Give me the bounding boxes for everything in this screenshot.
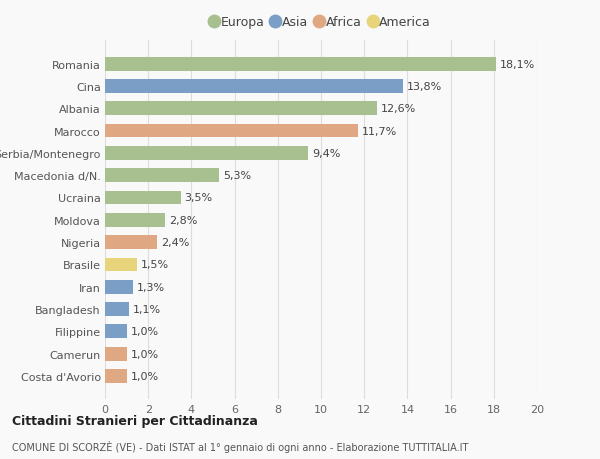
Bar bbox=[105, 80, 403, 94]
Bar bbox=[105, 169, 220, 183]
Text: Cittadini Stranieri per Cittadinanza: Cittadini Stranieri per Cittadinanza bbox=[12, 414, 258, 428]
Text: 11,7%: 11,7% bbox=[362, 126, 397, 136]
Text: 1,0%: 1,0% bbox=[130, 349, 158, 359]
Bar bbox=[105, 280, 133, 294]
Bar bbox=[105, 213, 166, 227]
Text: 3,5%: 3,5% bbox=[184, 193, 212, 203]
Bar bbox=[105, 302, 129, 316]
Legend: Europa, Asia, Africa, America: Europa, Asia, Africa, America bbox=[208, 13, 434, 32]
Text: COMUNE DI SCORZÈ (VE) - Dati ISTAT al 1° gennaio di ogni anno - Elaborazione TUT: COMUNE DI SCORZÈ (VE) - Dati ISTAT al 1°… bbox=[12, 440, 469, 452]
Text: 1,0%: 1,0% bbox=[130, 327, 158, 336]
Bar bbox=[105, 369, 127, 383]
Text: 12,6%: 12,6% bbox=[381, 104, 416, 114]
Bar bbox=[105, 124, 358, 138]
Bar bbox=[105, 235, 157, 250]
Bar bbox=[105, 102, 377, 116]
Text: 2,4%: 2,4% bbox=[161, 238, 189, 247]
Bar bbox=[105, 191, 181, 205]
Bar bbox=[105, 57, 496, 72]
Text: 18,1%: 18,1% bbox=[500, 60, 535, 69]
Bar bbox=[105, 258, 137, 272]
Text: 1,5%: 1,5% bbox=[141, 260, 169, 270]
Text: 9,4%: 9,4% bbox=[312, 149, 340, 158]
Bar bbox=[105, 325, 127, 339]
Bar bbox=[105, 146, 308, 161]
Text: 5,3%: 5,3% bbox=[223, 171, 251, 181]
Text: 2,8%: 2,8% bbox=[169, 215, 198, 225]
Text: 1,3%: 1,3% bbox=[137, 282, 165, 292]
Text: 1,0%: 1,0% bbox=[130, 371, 158, 381]
Bar bbox=[105, 347, 127, 361]
Text: 13,8%: 13,8% bbox=[407, 82, 442, 92]
Text: 1,1%: 1,1% bbox=[133, 304, 161, 314]
